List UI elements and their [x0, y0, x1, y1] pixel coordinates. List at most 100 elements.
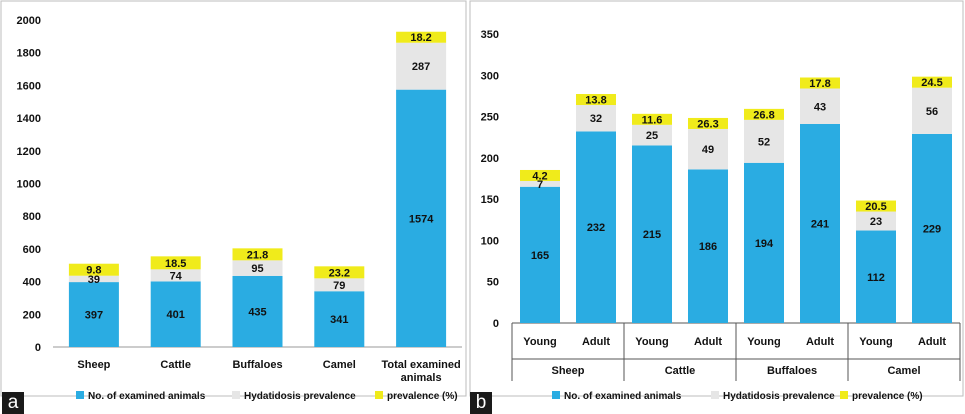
- bar-hydatidosis: [396, 42, 447, 90]
- data-label-examined: 215: [643, 229, 661, 241]
- bar-examined: [68, 282, 119, 347]
- data-label-examined: 341: [330, 314, 348, 326]
- y-tick-label: 1200: [17, 146, 41, 158]
- data-label-hydatidosis: 56: [926, 106, 938, 118]
- chart-a: 0200400600800100012001400160018002000397…: [0, 0, 467, 402]
- data-label-examined: 186: [699, 241, 717, 253]
- x-tick-label: Cattle: [160, 359, 191, 371]
- x-tick-label: Total examined: [381, 359, 460, 371]
- data-label-examined: 229: [923, 223, 941, 235]
- bar-prevalence: [688, 117, 728, 129]
- bar-prevalence: [314, 266, 365, 279]
- data-label-examined: 232: [587, 222, 605, 234]
- data-label-hydatidosis: 7: [537, 179, 543, 191]
- y-tick-label: 50: [487, 277, 499, 289]
- bar-hydatidosis: [576, 105, 616, 132]
- legend-hydatidosis-swatch: [232, 391, 240, 399]
- bar-examined: [744, 162, 784, 323]
- bar-prevalence: [912, 76, 952, 88]
- x-subcategory-label: Adult: [582, 336, 610, 348]
- bar-hydatidosis: [912, 87, 952, 134]
- y-tick-label: 100: [481, 235, 499, 247]
- panel-label-a: a: [2, 392, 24, 414]
- data-label-examined: 194: [755, 238, 774, 250]
- y-tick-label: 150: [481, 194, 499, 206]
- data-label-prevalence: 26.8: [753, 109, 774, 121]
- bar-prevalence: [576, 94, 616, 106]
- bar-examined: [232, 275, 283, 347]
- x-subcategory-label: Young: [859, 336, 892, 348]
- bar-hydatidosis: [632, 124, 672, 146]
- y-tick-label: 1600: [17, 80, 41, 92]
- x-tick-label: Camel: [323, 359, 356, 371]
- data-label-prevalence: 11.6: [642, 114, 663, 126]
- bar-prevalence: [232, 248, 283, 261]
- x-subcategory-label: Adult: [918, 336, 946, 348]
- legend-examined-swatch: [552, 391, 560, 399]
- bar-hydatidosis: [150, 269, 201, 282]
- x-subcategory-label: Young: [635, 336, 668, 348]
- data-label-prevalence: 4.2: [532, 170, 547, 182]
- y-tick-label: 600: [23, 244, 41, 256]
- bar-prevalence: [68, 263, 119, 276]
- data-label-hydatidosis: 74: [170, 270, 183, 282]
- x-group-label: Buffaloes: [767, 365, 817, 377]
- legend-prevalence-label: prevalence (%): [387, 391, 458, 402]
- data-label-prevalence: 21.8: [247, 249, 268, 261]
- data-label-examined: 112: [867, 272, 885, 284]
- bar-hydatidosis: [520, 180, 560, 187]
- bar-prevalence: [520, 169, 560, 181]
- x-tick-label: Buffaloes: [232, 359, 282, 371]
- bar-prevalence: [856, 200, 896, 212]
- bar-prevalence: [744, 108, 784, 120]
- data-label-hydatidosis: 287: [412, 61, 430, 73]
- x-subcategory-label: Young: [747, 336, 780, 348]
- data-label-hydatidosis: 95: [251, 263, 263, 275]
- x-group-label: Camel: [887, 365, 920, 377]
- panel-label-b: b: [470, 392, 492, 414]
- bar-examined: [688, 169, 728, 323]
- bar-examined: [520, 186, 560, 323]
- bar-hydatidosis: [856, 211, 896, 231]
- legend-hydatidosis-label: Hydatidosis prevalence: [244, 391, 356, 402]
- x-tick-label-line2: animals: [401, 372, 442, 384]
- chart-b: 05010015020025030035016574.2Young2323213…: [469, 0, 964, 402]
- y-tick-label: 1000: [17, 179, 41, 191]
- bar-hydatidosis: [232, 260, 283, 276]
- x-group-label: Cattle: [665, 365, 696, 377]
- legend-examined-label: No. of examined animals: [564, 391, 682, 402]
- data-label-prevalence: 24.5: [921, 77, 942, 89]
- data-label-hydatidosis: 49: [702, 144, 714, 156]
- bar-examined: [912, 133, 952, 323]
- bar-hydatidosis: [688, 128, 728, 170]
- legend-prevalence-swatch: [375, 391, 383, 399]
- bar-examined: [396, 89, 447, 347]
- x-subcategory-label: Adult: [806, 336, 834, 348]
- data-label-hydatidosis: 39: [88, 274, 100, 286]
- bar-hydatidosis: [68, 275, 119, 283]
- data-label-hydatidosis: 43: [814, 101, 826, 113]
- bar-prevalence: [396, 31, 447, 43]
- data-label-prevalence: 18.2: [410, 32, 431, 44]
- x-subcategory-label: Adult: [694, 336, 722, 348]
- legend-prevalence-label: prevalence (%): [852, 391, 923, 402]
- y-tick-label: 2000: [17, 15, 41, 27]
- data-label-prevalence: 20.5: [865, 201, 886, 213]
- bar-examined: [576, 131, 616, 323]
- data-label-examined: 241: [811, 219, 829, 231]
- y-tick-label: 0: [493, 318, 499, 330]
- data-label-examined: 401: [167, 309, 185, 321]
- bar-examined: [314, 291, 365, 347]
- bar-examined: [150, 281, 201, 347]
- x-tick-label: Sheep: [77, 359, 110, 371]
- bar-examined: [856, 230, 896, 323]
- y-tick-label: 800: [23, 211, 41, 223]
- legend-hydatidosis-swatch: [711, 391, 719, 399]
- y-tick-label: 200: [23, 309, 41, 321]
- data-label-examined: 435: [248, 306, 266, 318]
- bar-hydatidosis: [314, 278, 365, 292]
- y-tick-label: 400: [23, 277, 41, 289]
- y-tick-label: 1400: [17, 113, 41, 125]
- legend-examined-label: No. of examined animals: [88, 391, 206, 402]
- x-subcategory-label: Young: [523, 336, 556, 348]
